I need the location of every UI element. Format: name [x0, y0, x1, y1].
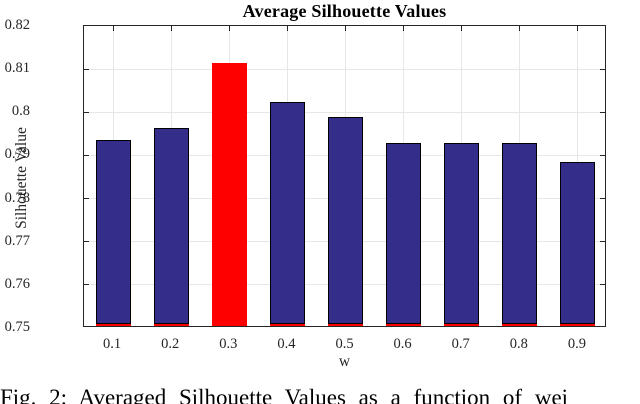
x-tick-mark	[403, 26, 405, 31]
y-axis-label: Silhouette Value	[13, 127, 30, 229]
y-tick-mark	[600, 198, 605, 200]
chart-title: Average Silhouette Values	[242, 1, 447, 21]
y-tick-mark	[84, 68, 89, 70]
x-tick-label: 0.7	[451, 336, 470, 352]
bar	[444, 143, 479, 326]
h-gridline	[84, 68, 605, 70]
bar-highlighted	[212, 63, 247, 326]
y-tick-label: 0.8	[11, 103, 30, 120]
x-tick-label: 0.4	[277, 336, 296, 352]
x-tick-mark	[228, 26, 230, 31]
x-tick-label: 0.6	[393, 336, 412, 352]
bar	[502, 143, 537, 326]
x-tick-mark	[286, 26, 288, 31]
y-tick-mark	[84, 154, 89, 156]
y-tick-mark	[84, 241, 89, 243]
y-tick-label: 0.78	[4, 189, 30, 206]
bar-fill	[386, 143, 421, 324]
x-tick-label: 0.3	[219, 336, 238, 352]
bar-base-strip	[212, 63, 247, 326]
y-tick-label: 0.75	[4, 319, 30, 335]
bar-fill	[270, 102, 305, 324]
bar-fill	[444, 143, 479, 324]
y-tick-mark	[600, 111, 605, 113]
y-tick-mark	[84, 111, 89, 113]
x-tick-label: 0.1	[102, 336, 122, 352]
figure-caption: Fig. 2: Averaged Silhouette Values as a …	[0, 385, 569, 404]
bar-fill	[328, 117, 363, 324]
y-tick-label: 0.79	[4, 146, 30, 163]
y-tick-mark	[600, 284, 605, 286]
x-tick-mark	[170, 26, 172, 31]
y-tick-label: 0.76	[4, 275, 30, 292]
bar-fill	[154, 128, 189, 324]
y-tick-label: 0.77	[4, 232, 30, 249]
y-tick-mark	[84, 284, 89, 286]
bar	[560, 162, 595, 326]
y-tick-mark	[600, 241, 605, 243]
bar-fill	[560, 162, 595, 324]
x-tick-mark	[577, 26, 579, 31]
y-tick-mark	[600, 154, 605, 156]
x-tick-label: 0.9	[567, 336, 586, 352]
y-tick-label: 0.81	[4, 60, 30, 77]
y-tick-mark	[600, 68, 605, 70]
y-tick-mark	[84, 198, 89, 200]
x-tick-label: 0.8	[509, 336, 528, 352]
bar	[96, 140, 131, 326]
bar	[328, 117, 363, 326]
bar	[270, 102, 305, 326]
y-tick-label: 0.82	[4, 17, 30, 33]
x-tick-label: 0.5	[335, 336, 354, 352]
x-tick-mark	[519, 26, 521, 31]
bar	[154, 128, 189, 326]
x-tick-label: 0.2	[161, 336, 180, 352]
x-tick-mark	[461, 26, 463, 31]
bar-fill	[502, 143, 537, 324]
x-tick-mark	[112, 26, 114, 31]
h-gridline	[84, 111, 605, 113]
plot-area	[83, 25, 606, 327]
bar-fill	[96, 140, 131, 324]
x-axis-label: w	[338, 353, 351, 370]
x-tick-mark	[345, 26, 346, 31]
bar	[386, 143, 421, 326]
